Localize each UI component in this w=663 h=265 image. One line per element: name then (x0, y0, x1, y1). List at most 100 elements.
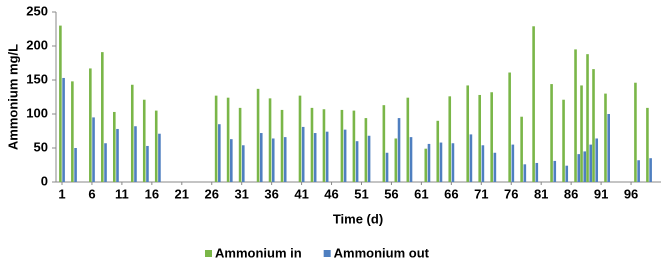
x-tick-label: 61 (414, 186, 428, 201)
y-axis-title: Ammonium mg/L (5, 44, 20, 150)
bar (256, 88, 260, 182)
bar (89, 68, 92, 182)
x-tick-label: 86 (564, 186, 578, 201)
bar (592, 69, 595, 182)
x-tick-label: 51 (354, 186, 368, 201)
bar (595, 138, 599, 182)
x-tick-label: 41 (294, 186, 308, 201)
bar (580, 85, 583, 182)
bar (649, 158, 652, 182)
bar (158, 133, 161, 182)
legend-label: Ammonium out (334, 245, 430, 260)
bar (301, 126, 305, 182)
x-tick-label: 26 (205, 186, 219, 201)
bar (586, 54, 589, 182)
bar (283, 137, 287, 182)
bar (325, 131, 329, 182)
x-tick-label: 66 (444, 186, 458, 201)
bar (634, 82, 637, 182)
legend-label: Ammonium in (215, 245, 302, 260)
bar (355, 141, 359, 182)
bar (478, 94, 481, 182)
x-tick-label: 6 (88, 186, 95, 201)
bar (385, 152, 389, 182)
bar (101, 52, 104, 183)
bar (146, 145, 149, 182)
x-tick-label: 56 (384, 186, 398, 201)
x-tick-label: 81 (534, 186, 548, 201)
bar (352, 110, 356, 182)
bar (406, 97, 410, 182)
bar (577, 154, 581, 182)
x-tick-label: 76 (504, 186, 518, 201)
x-tick-label: 96 (624, 186, 638, 201)
bar (436, 120, 440, 182)
y-tick-label: 150 (26, 71, 48, 86)
bar (214, 95, 218, 182)
bar (130, 84, 134, 182)
x-tick-label: 11 (115, 186, 129, 201)
y-tick-label: 0 (41, 173, 48, 188)
x-tick-label: 31 (234, 186, 248, 201)
bar (322, 109, 326, 182)
bar (490, 92, 493, 182)
bar (271, 138, 275, 182)
bar (313, 133, 317, 182)
bar (241, 145, 245, 182)
bar (466, 85, 470, 182)
bar (298, 95, 302, 182)
x-axis-title: Time (d) (333, 211, 383, 226)
bar (71, 81, 74, 182)
bar (439, 142, 443, 182)
bar (520, 116, 523, 182)
bar (448, 96, 452, 182)
bar (565, 165, 569, 182)
bar (574, 49, 577, 183)
bar (394, 138, 398, 182)
x-tick-label: 91 (594, 186, 608, 201)
bar (646, 107, 649, 182)
bar (535, 162, 539, 182)
y-tick-label: 100 (26, 105, 48, 120)
bar (113, 111, 116, 182)
x-tick-label: 16 (145, 186, 159, 201)
legend-swatch (205, 250, 212, 257)
bar (397, 118, 401, 182)
y-tick-label: 250 (26, 3, 48, 18)
bar (238, 107, 242, 182)
bar (493, 152, 497, 182)
bar (142, 99, 146, 182)
bar (226, 97, 230, 182)
bar (583, 151, 587, 182)
bar (508, 72, 511, 182)
bar (562, 99, 565, 182)
bar (523, 164, 527, 182)
x-tick-label: 71 (474, 186, 488, 201)
bar (134, 126, 137, 182)
bar (343, 129, 347, 182)
bar (424, 148, 428, 182)
legend-swatch (323, 250, 331, 257)
bar (218, 124, 221, 182)
bar (382, 105, 386, 182)
bar (427, 143, 431, 182)
bar (74, 148, 77, 182)
bar (116, 128, 119, 182)
bar (92, 117, 95, 182)
x-tick-label: 36 (264, 186, 278, 201)
bar (607, 114, 610, 182)
bar (604, 93, 607, 182)
bar (364, 118, 368, 182)
bar (259, 133, 263, 182)
bar (481, 145, 485, 182)
bar (367, 135, 371, 182)
y-tick-label: 200 (26, 37, 48, 52)
bar (589, 144, 593, 182)
bar (59, 25, 62, 182)
bar (268, 98, 272, 182)
bar (154, 110, 158, 182)
y-tick-label: 50 (34, 139, 48, 154)
bar (532, 26, 535, 183)
bar (637, 160, 640, 182)
